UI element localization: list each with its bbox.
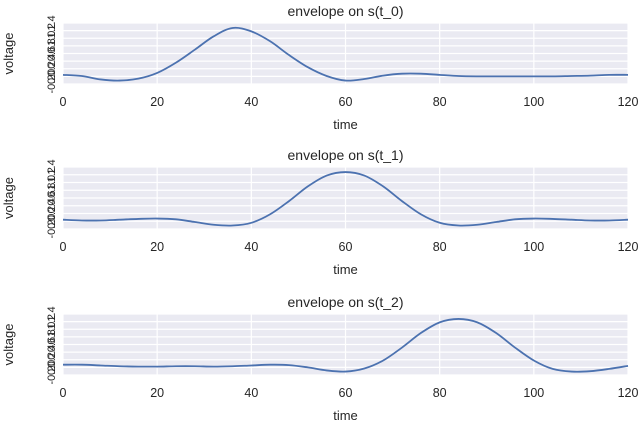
envelope-line	[62, 318, 629, 373]
x-tick-label: 40	[244, 240, 258, 254]
x-tick-label: 40	[244, 95, 258, 109]
y-tick-label: 0.8	[46, 329, 58, 344]
y-axis-label: voltage	[1, 177, 16, 219]
subplot-1: envelope on s(t_1) 0 20 40 60 80 100 120 -0.20.0…	[1, 147, 638, 277]
x-tick-label: 100	[523, 95, 544, 109]
x-tick-labels: 0 20 40 60 80 100 120	[60, 240, 639, 254]
y-tick-label: -0.2	[46, 366, 58, 385]
x-tick-label: 60	[339, 240, 353, 254]
y-tick-label: 0.6	[46, 46, 58, 61]
y-tick-label: 1.2	[46, 314, 58, 329]
y-tick-label: 1.4	[46, 306, 58, 321]
y-tick-label: 0.8	[46, 183, 58, 198]
y-tick-label: 1.0	[46, 175, 58, 190]
y-tick-label: 1.4	[46, 159, 58, 174]
y-tick-label: -0.2	[46, 75, 58, 94]
subplot-title: envelope on s(t_2)	[288, 294, 404, 310]
y-tick-label: 0.0	[46, 214, 58, 229]
gridlines	[62, 22, 629, 85]
subplot-title: envelope on s(t_0)	[288, 3, 404, 19]
y-tick-label: 0.2	[46, 206, 58, 221]
x-tick-label: 80	[433, 95, 447, 109]
y-axis-label: voltage	[1, 33, 16, 75]
envelope-line	[62, 26, 629, 82]
x-tick-label: 0	[60, 95, 67, 109]
y-tick-label: 0.8	[46, 38, 58, 53]
x-tick-label: 40	[244, 386, 258, 400]
x-axis-label: time	[333, 408, 358, 421]
x-axis-label: time	[333, 262, 358, 277]
subplot-title: envelope on s(t_1)	[288, 147, 404, 163]
subplot-2: envelope on s(t_2) 0 20 40 60 80 100 120 -0.20.0…	[1, 294, 639, 423]
x-tick-label: 60	[339, 386, 353, 400]
y-tick-labels: -0.20.00.20.40.60.81.01.21.4	[46, 306, 58, 384]
y-tick-label: 1.2	[46, 23, 58, 38]
y-tick-label: 0.6	[46, 337, 58, 352]
x-tick-label: 80	[433, 386, 447, 400]
y-tick-label: 0.4	[46, 344, 58, 359]
y-tick-labels: -0.20.00.20.40.60.81.01.21.4	[46, 15, 58, 93]
x-tick-labels: 0 20 40 60 80 100 120	[60, 386, 639, 400]
subplot-0: envelope on s(t_0) 0 20 40 60 80 100 120 -0.20.0…	[1, 3, 638, 132]
y-tick-labels: -0.20.00.20.40.60.81.01.21.4	[46, 159, 58, 238]
y-tick-label: 1.0	[46, 322, 58, 337]
x-tick-label: 120	[618, 95, 639, 109]
x-tick-label: 120	[618, 386, 639, 400]
y-tick-label: 0.6	[46, 190, 58, 205]
y-tick-label: -0.2	[46, 220, 58, 239]
x-tick-label: 0	[60, 386, 67, 400]
gridlines	[62, 166, 629, 230]
x-tick-label: 100	[523, 386, 544, 400]
x-tick-label: 20	[150, 386, 164, 400]
x-tick-label: 20	[150, 95, 164, 109]
x-tick-label: 100	[523, 240, 544, 254]
x-tick-labels: 0 20 40 60 80 100 120	[60, 95, 639, 109]
y-tick-label: 0.0	[46, 360, 58, 375]
x-tick-label: 80	[433, 240, 447, 254]
envelope-line	[62, 171, 629, 227]
y-tick-label: 1.4	[46, 15, 58, 30]
y-tick-label: 1.2	[46, 167, 58, 182]
y-tick-label: 0.0	[46, 69, 58, 84]
y-tick-label: 0.4	[46, 198, 58, 213]
x-tick-label: 120	[618, 240, 639, 254]
x-tick-label: 0	[60, 240, 67, 254]
x-tick-label: 20	[150, 240, 164, 254]
y-tick-label: 0.2	[46, 352, 58, 367]
y-tick-label: 0.2	[46, 61, 58, 76]
gridlines	[62, 313, 629, 376]
y-tick-label: 1.0	[46, 31, 58, 46]
x-axis-label: time	[333, 117, 358, 132]
y-axis-label: voltage	[1, 324, 16, 366]
x-tick-label: 60	[339, 95, 353, 109]
y-tick-label: 0.4	[46, 53, 58, 68]
